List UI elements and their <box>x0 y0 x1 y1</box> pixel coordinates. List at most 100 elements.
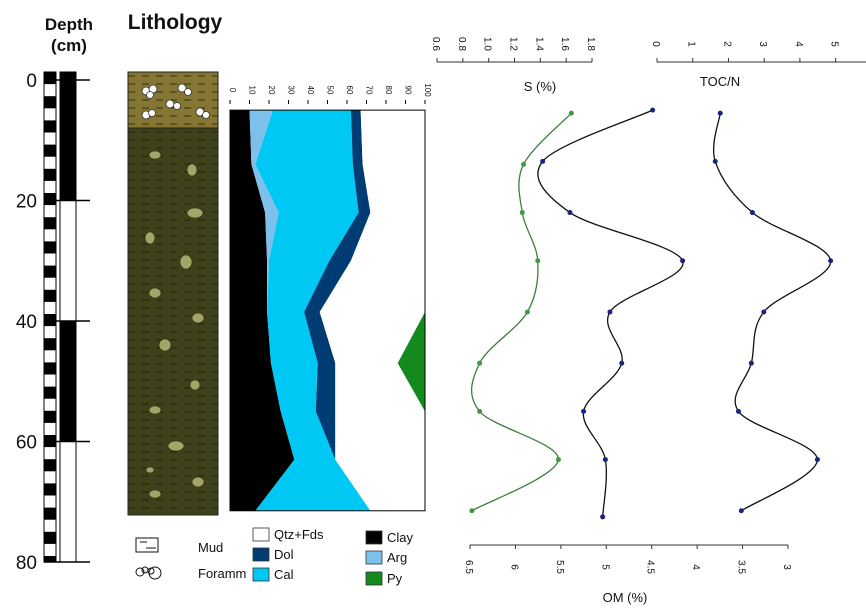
ruler-square <box>44 241 56 253</box>
x-tick-label: 4.5 <box>645 560 656 574</box>
ruler-square <box>44 120 56 132</box>
ruler-square <box>44 387 56 399</box>
profile-marker <box>477 409 482 414</box>
ruler-square <box>44 145 56 157</box>
legend-label: Mud <box>198 540 223 555</box>
legend-swatch <box>253 568 269 581</box>
ruler-square <box>44 217 56 229</box>
profile-marker <box>469 508 474 513</box>
depth-tick-label: 80 <box>16 553 37 574</box>
legend-swatch <box>253 528 269 541</box>
x-tick-label: 1.0 <box>482 37 493 51</box>
legend-swatch <box>366 531 382 544</box>
legend-swatch <box>366 572 382 585</box>
profile-marker <box>680 258 685 263</box>
profile-marker <box>607 309 612 314</box>
x-tick-label: 5 <box>599 564 610 570</box>
profile-line <box>472 113 572 511</box>
ruler-square <box>44 483 56 495</box>
profile-marker <box>569 111 574 116</box>
ruler-square <box>44 96 56 108</box>
profile-marker <box>603 457 608 462</box>
lithology-column <box>128 72 218 515</box>
profile-marker <box>650 108 655 113</box>
profile-marker <box>521 162 526 167</box>
profile-marker <box>713 159 718 164</box>
profile-marker <box>815 457 820 462</box>
x-tick-label: 40 <box>306 86 315 95</box>
depth-tick-label: 40 <box>16 312 37 333</box>
x-axis-label: TOC/N <box>700 74 740 89</box>
ruler-square <box>44 508 56 520</box>
x-axis-label: OM (%) <box>603 590 648 605</box>
profile-marker <box>828 258 833 263</box>
profile-marker <box>477 361 482 366</box>
profile-marker <box>520 210 525 215</box>
profile-line <box>714 113 831 511</box>
x-tick-label: 1.4 <box>533 37 544 51</box>
ruler-square <box>44 556 56 562</box>
depth-bar-segment <box>60 321 76 442</box>
profile-marker <box>535 258 540 263</box>
x-tick-label: 1.2 <box>508 37 519 51</box>
profile-marker <box>619 361 624 366</box>
ruler-square <box>44 411 56 423</box>
legend-icons <box>136 538 161 579</box>
x-tick-label: 0 <box>228 88 237 93</box>
depth-axis-label: Depth (cm) <box>38 14 100 56</box>
x-axis-label: S (%) <box>524 79 557 94</box>
profile-marker <box>750 210 755 215</box>
x-tick-label: 60 <box>345 86 354 95</box>
legend-label: Arg <box>387 550 407 565</box>
profile-marker <box>739 508 744 513</box>
profile-marker <box>525 309 530 314</box>
ruler-square <box>44 362 56 374</box>
x-tick-label: 0.8 <box>456 37 467 51</box>
x-tick-label: 5 <box>829 41 840 47</box>
profile-marker <box>736 409 741 414</box>
x-tick-label: 0.6 <box>430 37 441 51</box>
ruler-square <box>44 459 56 471</box>
x-tick-label: 0 <box>650 41 661 47</box>
x-tick-label: 90 <box>404 86 413 95</box>
legend-label: Dol <box>274 547 294 562</box>
x-tick-label: 70 <box>365 86 374 95</box>
x-tick-label: 20 <box>267 86 276 95</box>
x-tick-label: 50 <box>326 86 335 95</box>
x-tick-label: 3.5 <box>736 560 747 574</box>
profile-marker <box>761 309 766 314</box>
profile-marker <box>718 111 723 116</box>
ruler-square <box>44 338 56 350</box>
ruler-square <box>44 290 56 302</box>
profile-marker <box>600 514 605 519</box>
profile-marker <box>540 159 545 164</box>
ruler-square <box>44 266 56 278</box>
depth-tick-label: 20 <box>16 192 37 213</box>
ruler-square <box>44 193 56 205</box>
chart: Lithology 020406080MudForamm0102030405 <box>0 0 866 610</box>
x-tick-label: 6.5 <box>463 560 474 574</box>
depth-tick-label: 0 <box>26 71 37 92</box>
x-tick-label: 3 <box>781 564 792 570</box>
x-tick-label: 5.5 <box>554 560 565 574</box>
profile-marker <box>749 361 754 366</box>
legend-label: Clay <box>387 530 414 545</box>
ruler-square <box>44 72 56 84</box>
legend-swatch <box>366 551 382 564</box>
legend-swatch <box>253 548 269 561</box>
x-tick-label: 100 <box>423 83 432 97</box>
ruler-square <box>44 169 56 181</box>
legend-label: Qtz+Fds <box>274 527 324 542</box>
x-tick-label: 80 <box>384 86 393 95</box>
legend-label: Cal <box>274 567 294 582</box>
depth-bar-segment <box>60 72 76 201</box>
x-tick-label: 30 <box>287 86 296 95</box>
profile-marker <box>581 409 586 414</box>
x-tick-label: 1.8 <box>585 37 596 51</box>
x-tick-label: 4 <box>793 41 804 47</box>
profile-marker <box>556 457 561 462</box>
ruler-square <box>44 314 56 326</box>
page: {"chart_data": [ {"type": "lithology", "… <box>0 0 866 610</box>
x-tick-label: 2 <box>721 41 732 47</box>
x-tick-label: 4 <box>690 564 701 570</box>
